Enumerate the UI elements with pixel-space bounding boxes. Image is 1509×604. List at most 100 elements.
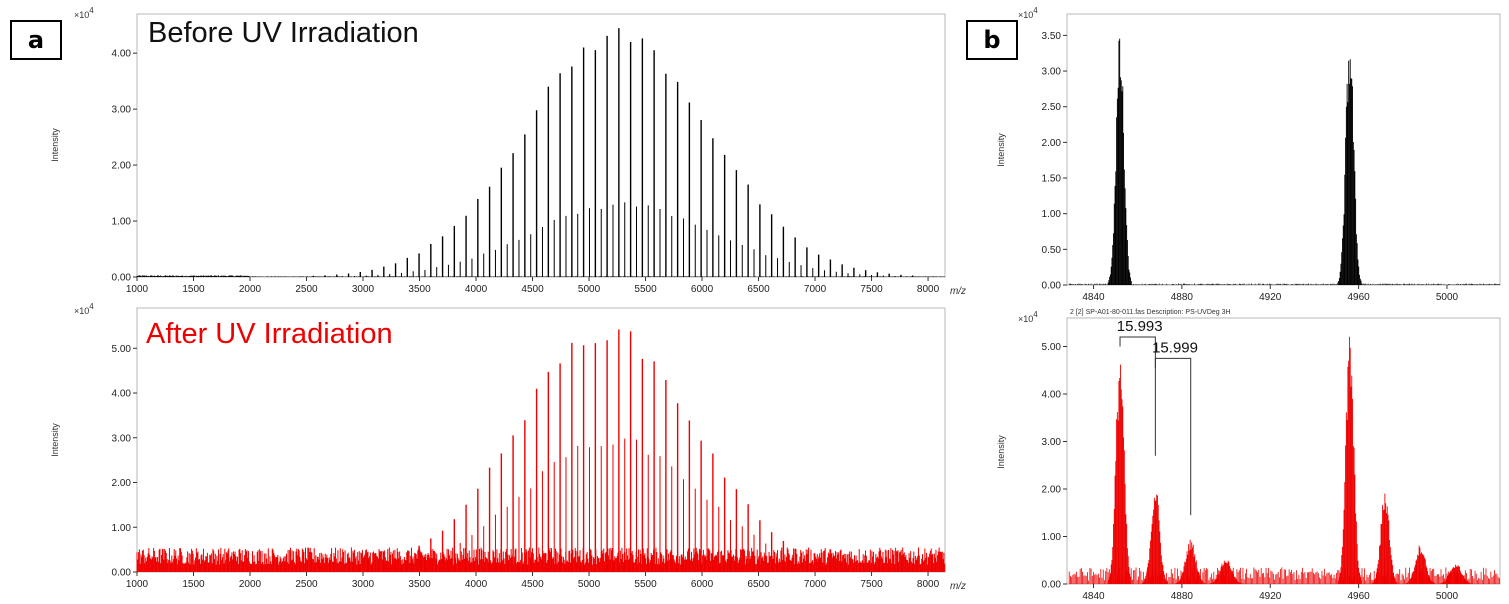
x-axis-title: m/z — [950, 286, 966, 297]
x-tick-label: 3000 — [352, 284, 375, 295]
x-tick-label: 4920 — [1259, 591, 1282, 602]
y-tick-label: 1.50 — [1042, 174, 1062, 185]
y-multiplier-exponent: 4 — [89, 302, 94, 311]
y-multiplier: ×104 — [1018, 310, 1038, 324]
x-tick-label: 5500 — [634, 579, 657, 590]
y-tick-label: 2.50 — [1042, 102, 1062, 113]
y-tick-label: 0.00 — [112, 273, 132, 284]
x-tick-label: 4920 — [1259, 292, 1282, 303]
x-tick-label: 8000 — [917, 284, 940, 295]
y-tick-label: 3.00 — [112, 105, 132, 116]
y-axis-title: Intensity — [996, 435, 1006, 469]
plot-area — [136, 307, 946, 573]
x-tick-label: 6000 — [691, 579, 714, 590]
y-multiplier: ×104 — [1018, 6, 1038, 20]
y-tick-label: 4.00 — [112, 389, 132, 400]
x-tick-label: 5000 — [578, 579, 601, 590]
x-tick-label: 1000 — [126, 579, 149, 590]
x-tick-label: 2500 — [295, 284, 318, 295]
y-multiplier-exponent: 4 — [1033, 6, 1038, 15]
chart-panel-2: 4840 4880 4920 4960 5000 0.00 0.50 1.00 1.50 2.00… — [996, 6, 1501, 303]
x-tick-label: 5000 — [578, 284, 601, 295]
y-tick-label: 1.00 — [1042, 532, 1062, 543]
x-tick-label: 4500 — [521, 579, 544, 590]
data-series — [136, 28, 946, 277]
x-tick-label: 2500 — [295, 579, 318, 590]
plot-area — [1066, 13, 1501, 286]
panel-label-b: b — [966, 20, 1018, 60]
x-tick-label: 3500 — [408, 284, 431, 295]
y-tick-label: 3.00 — [112, 433, 132, 444]
x-tick-label: 6500 — [747, 284, 770, 295]
x-tick-label: 3000 — [352, 579, 375, 590]
y-multiplier-exponent: 4 — [89, 6, 94, 15]
y-tick-label: 3.00 — [1042, 67, 1062, 78]
spectrum-header: 2 [2] SP-A01-80-011.fas Description: PS-… — [1070, 309, 1231, 316]
y-axis-title: Intensity — [50, 423, 60, 457]
data-series — [1068, 336, 1500, 584]
y-tick-label: 0.00 — [1042, 580, 1062, 591]
y-tick-label: 1.00 — [112, 217, 132, 228]
x-tick-label: 1000 — [126, 284, 149, 295]
x-tick-label: 4840 — [1082, 292, 1105, 303]
chart-panel-3: 4840 4880 4920 4960 5000 0.00 1.00 2.00 3.00 4.00… — [996, 309, 1501, 602]
y-multiplier-exponent: 4 — [1033, 310, 1038, 319]
chart-panel-1: 1000 1500 2000 2500 3000 3500 4000 4500 5000 5500… — [50, 302, 966, 592]
plot-area — [136, 13, 946, 278]
x-tick-label: 1500 — [182, 284, 205, 295]
x-tick-label: 4840 — [1082, 591, 1105, 602]
y-multiplier: ×104 — [74, 6, 94, 20]
x-tick-label: 5500 — [634, 284, 657, 295]
chart-title: Before UV Irradiation — [148, 17, 419, 49]
mass-diff-label: 15.993 — [1117, 318, 1163, 335]
mass-diff-bracket — [1154, 357, 1192, 516]
y-tick-label: 4.00 — [112, 49, 132, 60]
y-tick-label: 5.00 — [112, 344, 132, 355]
data-series — [136, 329, 946, 572]
chart-title: After UV Irradiation — [146, 318, 393, 350]
y-tick-label: 4.00 — [1042, 390, 1062, 401]
x-tick-label: 2000 — [239, 284, 262, 295]
y-tick-label: 3.00 — [1042, 437, 1062, 448]
x-tick-label: 7000 — [804, 284, 827, 295]
x-tick-label: 6500 — [747, 579, 770, 590]
y-axis-title: Intensity — [996, 133, 1006, 167]
y-tick-label: 2.00 — [1042, 485, 1062, 496]
y-tick-label: 2.00 — [1042, 138, 1062, 149]
y-tick-label: 1.00 — [1042, 209, 1062, 220]
y-tick-label: 3.50 — [1042, 31, 1062, 42]
y-tick-label: 0.00 — [1042, 281, 1062, 292]
x-tick-label: 4000 — [465, 284, 488, 295]
data-series — [1068, 38, 1500, 285]
y-tick-label: 2.00 — [112, 478, 132, 489]
y-tick-label: 5.00 — [1042, 342, 1062, 353]
x-tick-label: 4960 — [1347, 292, 1370, 303]
y-tick-label: 0.50 — [1042, 245, 1062, 256]
x-tick-label: 7500 — [860, 579, 883, 590]
x-tick-label: 7000 — [804, 579, 827, 590]
x-tick-label: 4960 — [1347, 591, 1370, 602]
chart-panel-0: 1000 1500 2000 2500 3000 3500 4000 4500 5000 5500… — [50, 6, 966, 297]
y-tick-label: 2.00 — [112, 161, 132, 172]
x-tick-label: 5000 — [1436, 591, 1459, 602]
x-tick-label: 4880 — [1171, 292, 1194, 303]
x-tick-label: 8000 — [917, 579, 940, 590]
x-tick-label: 1500 — [182, 579, 205, 590]
x-tick-label: 7500 — [860, 284, 883, 295]
panel-label-a: a — [10, 20, 62, 60]
x-tick-label: 4000 — [465, 579, 488, 590]
y-tick-label: 1.00 — [112, 523, 132, 534]
x-axis-title: m/z — [950, 581, 966, 592]
y-multiplier: ×104 — [74, 302, 94, 316]
x-tick-label: 3500 — [408, 579, 431, 590]
x-tick-label: 5000 — [1436, 292, 1459, 303]
mass-diff-bracket — [1119, 336, 1156, 456]
x-tick-label: 4500 — [521, 284, 544, 295]
x-tick-label: 4880 — [1171, 591, 1194, 602]
x-tick-label: 2000 — [239, 579, 262, 590]
x-tick-label: 6000 — [691, 284, 714, 295]
plot-area — [1066, 317, 1501, 585]
mass-diff-label: 15.999 — [1152, 339, 1198, 356]
